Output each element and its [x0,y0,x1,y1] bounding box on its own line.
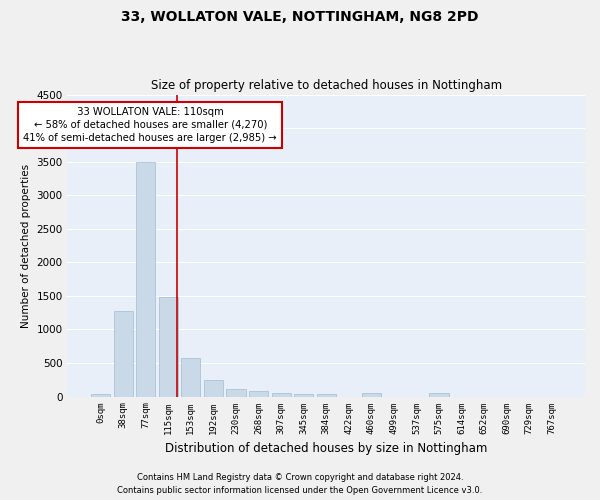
Text: 33 WOLLATON VALE: 110sqm  
← 58% of detached houses are smaller (4,270)
41% of s: 33 WOLLATON VALE: 110sqm ← 58% of detach… [23,106,277,143]
Title: Size of property relative to detached houses in Nottingham: Size of property relative to detached ho… [151,79,502,92]
Text: Contains HM Land Registry data © Crown copyright and database right 2024.
Contai: Contains HM Land Registry data © Crown c… [118,474,482,495]
Bar [158,297,178,396]
Bar [113,310,133,396]
Y-axis label: Number of detached properties: Number of detached properties [21,164,31,328]
Bar [204,380,223,396]
Bar [272,393,290,396]
Bar [226,389,245,396]
Text: 33, WOLLATON VALE, NOTTINGHAM, NG8 2PD: 33, WOLLATON VALE, NOTTINGHAM, NG8 2PD [121,10,479,24]
Bar [317,394,336,396]
Bar [136,162,155,396]
Bar [294,394,313,396]
Bar [91,394,110,396]
Bar [249,391,268,396]
X-axis label: Distribution of detached houses by size in Nottingham: Distribution of detached houses by size … [165,442,487,455]
Bar [362,393,381,396]
Bar [181,358,200,397]
Bar [430,393,449,396]
